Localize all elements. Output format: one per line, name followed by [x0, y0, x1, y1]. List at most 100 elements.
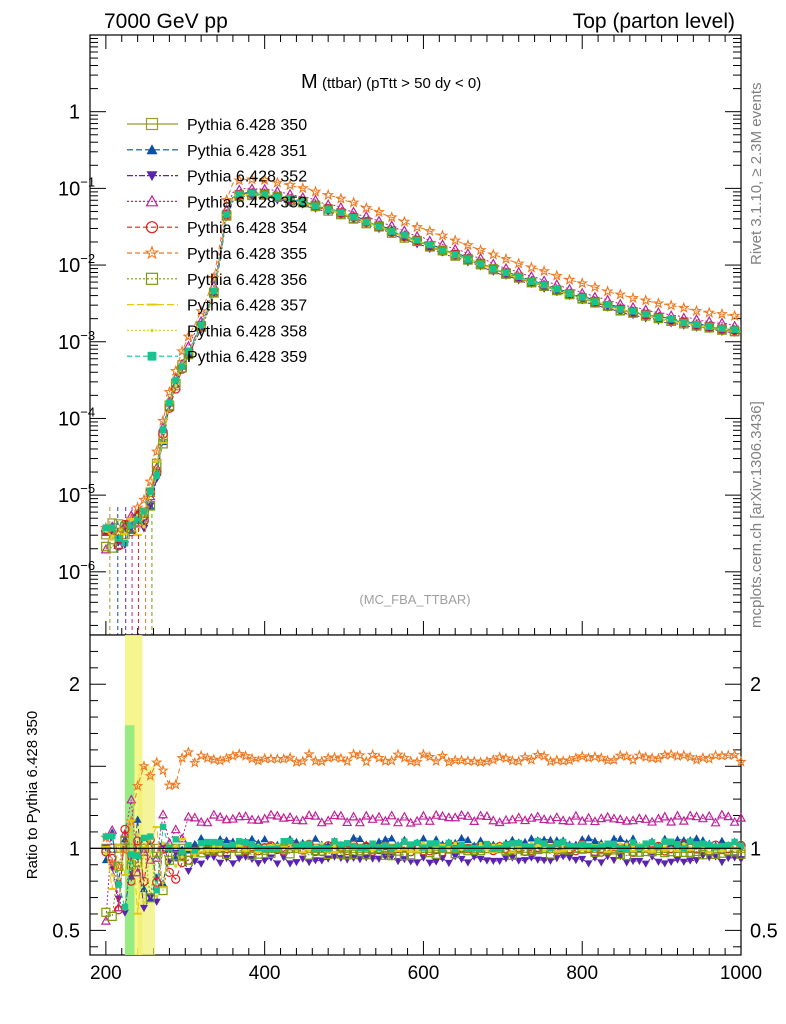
data-point [233, 748, 245, 759]
data-point [482, 857, 491, 865]
data-point [139, 876, 149, 887]
data-point [525, 753, 538, 765]
data-point [432, 840, 440, 847]
ratio-series-353 [100, 794, 747, 925]
data-point [690, 753, 703, 765]
plot-title: M [301, 71, 318, 93]
data-point [207, 271, 220, 283]
data-point [589, 750, 601, 762]
data-point [146, 171, 158, 182]
data-point [477, 260, 484, 268]
legend-label: Pythia 6.428 357 [187, 298, 307, 315]
ratio-axis-ticks: 200 400 600 800 1000 0.5 0.5 1 1 2 2 [52, 650, 778, 984]
data-point [189, 756, 201, 768]
data-point [120, 909, 129, 917]
data-point [271, 176, 284, 188]
data-point [182, 746, 195, 758]
data-point [443, 812, 454, 822]
data-point [468, 755, 480, 767]
data-point [678, 815, 689, 825]
data-point [408, 848, 413, 853]
data-point [385, 211, 398, 223]
data-point [583, 812, 594, 822]
data-point [436, 229, 449, 241]
data-point [309, 185, 322, 197]
data-point [652, 297, 665, 309]
legend-label: Pythia 6.428 351 [187, 143, 307, 160]
data-point [258, 173, 271, 186]
data-point [109, 832, 116, 840]
data-point [107, 911, 117, 921]
data-point [334, 192, 347, 204]
data-point [540, 857, 549, 865]
data-point [210, 838, 218, 846]
data-point [233, 174, 246, 186]
legend-item: Pythia 6.428 359 [127, 349, 307, 366]
legend-label: Pythia 6.428 359 [187, 349, 307, 366]
data-point [145, 194, 159, 207]
ratio-plot: 200 400 600 800 1000 0.5 0.5 1 1 2 2 Ratio to Pyth… [24, 634, 778, 984]
data-point [171, 874, 181, 884]
data-point [235, 190, 243, 198]
data-point [515, 839, 522, 847]
data-point [620, 750, 633, 762]
data-point [360, 755, 373, 767]
data-point [521, 843, 529, 850]
x-tick-label: 600 [408, 963, 440, 984]
data-point [512, 755, 525, 767]
data-point [653, 813, 664, 823]
series-line [105, 192, 742, 544]
x-tick-label: 400 [249, 963, 281, 984]
data-point [596, 813, 607, 823]
data-point [588, 280, 601, 293]
data-point [252, 754, 265, 766]
ratio-y-tick-label: 1 [69, 838, 80, 860]
legend-item: Pythia 6.428 354 [127, 220, 307, 237]
data-point [214, 754, 226, 766]
data-point [610, 840, 618, 848]
data-point [261, 845, 268, 853]
ratio-y-tick-label-right: 0.5 [750, 920, 778, 942]
data-point [697, 813, 708, 823]
data-point [158, 809, 169, 819]
data-point [513, 812, 524, 822]
legend-label: Pythia 6.428 355 [187, 246, 307, 263]
data-point [227, 813, 238, 823]
data-point [551, 754, 563, 766]
x-tick-label: 800 [566, 963, 598, 984]
data-point [285, 811, 296, 821]
data-point [579, 840, 586, 848]
data-point [140, 834, 148, 842]
data-point [102, 524, 110, 532]
data-point [393, 817, 404, 827]
mcplots-label: mcplots.cern.ch [arXiv:1306.3436] [748, 401, 765, 628]
data-point [672, 810, 683, 820]
data-point [697, 751, 709, 763]
data-point [185, 347, 192, 355]
ratio-line [105, 845, 742, 915]
data-point [720, 848, 724, 853]
data-point [189, 812, 200, 822]
main-plot: M (ttbar) (pTtt > 50 dy < 0) (MC_FBA_TTB… [58, 34, 742, 649]
data-point [171, 851, 181, 861]
data-point [500, 752, 512, 764]
ratio-y-tick-label: 2 [69, 674, 80, 696]
data-point [488, 815, 499, 825]
plot-title-sub: (ttbar) (pTtt > 50 dy < 0) [322, 75, 481, 92]
data-point [703, 306, 716, 318]
data-point [642, 840, 649, 847]
data-point [150, 328, 154, 333]
data-point [590, 836, 599, 844]
legend-item: Pythia 6.428 358 [127, 323, 307, 340]
data-point [693, 321, 700, 328]
data-point [736, 849, 746, 859]
data-point [222, 836, 231, 844]
ratio-line [105, 799, 742, 921]
data-point [431, 809, 442, 819]
data-point [455, 754, 468, 766]
ratio-y-tick-label: 0.5 [52, 920, 80, 942]
data-point [716, 809, 727, 819]
data-point [133, 815, 142, 823]
data-point [347, 748, 360, 759]
data-point [113, 902, 124, 912]
